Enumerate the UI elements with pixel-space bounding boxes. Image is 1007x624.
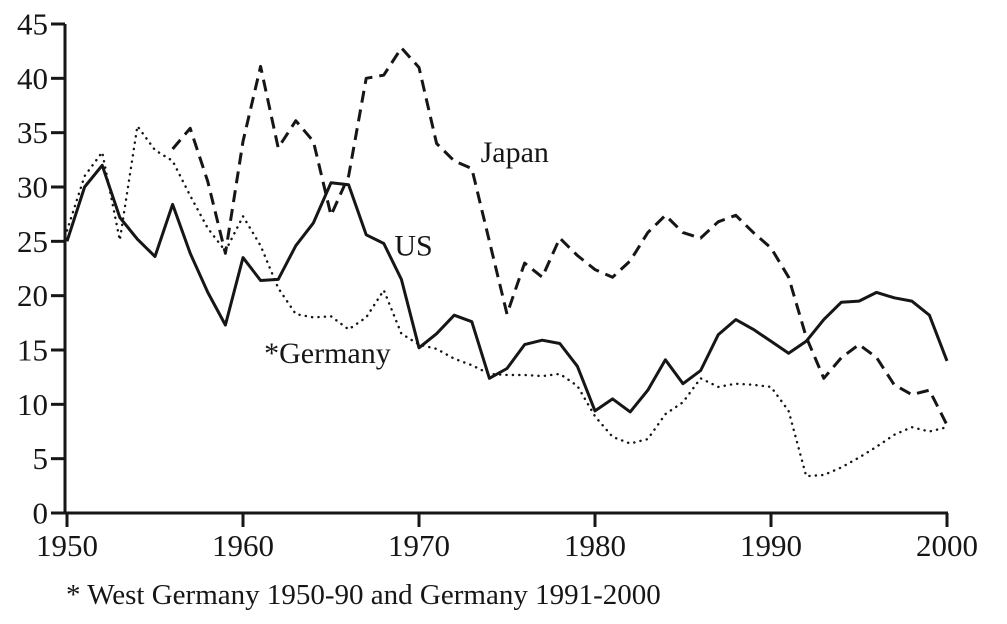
y-tick-label: 45 bbox=[17, 7, 48, 42]
series-layer bbox=[65, 46, 949, 478]
y-tick-label: 35 bbox=[17, 115, 48, 150]
x-tick-label: 1950 bbox=[36, 528, 98, 563]
y-tick-label: 5 bbox=[33, 441, 49, 476]
y-tick-label: 0 bbox=[33, 496, 49, 531]
x-tick-label: 1990 bbox=[740, 528, 802, 563]
y-tick-label: 10 bbox=[17, 387, 48, 422]
germany-line-label: *Germany bbox=[264, 337, 391, 370]
y-tick-label: 15 bbox=[17, 333, 48, 368]
germany-line bbox=[65, 124, 949, 478]
us-line-label: US bbox=[394, 230, 432, 263]
y-tick-label: 20 bbox=[17, 278, 48, 313]
x-tick-label: 1970 bbox=[388, 528, 450, 563]
us-line bbox=[65, 163, 949, 414]
x-tick-label: 1960 bbox=[212, 528, 274, 563]
y-tick-label: 30 bbox=[17, 170, 48, 205]
x-tick-label: 1980 bbox=[564, 528, 626, 563]
japan-line bbox=[171, 46, 949, 426]
japan-line-label: Japan bbox=[481, 136, 549, 169]
annotation-layer: Japan US *Germany bbox=[264, 136, 549, 370]
y-tick-label: 25 bbox=[17, 224, 48, 259]
axis-spines bbox=[62, 24, 948, 515]
x-tick-label: 2000 bbox=[916, 528, 978, 563]
footnote: * West Germany 1950-90 and Germany 1991-… bbox=[66, 579, 661, 611]
y-tick-label: 40 bbox=[17, 61, 48, 96]
axes-layer: 0 5 10 15 20 25 30 35 40 45 1950 1960 1970 1980 1990 20… bbox=[17, 7, 978, 564]
